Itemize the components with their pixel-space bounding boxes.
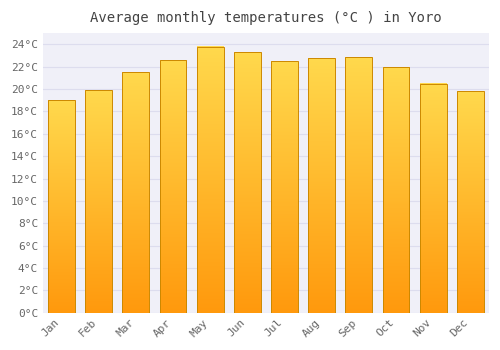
Bar bbox=[234, 52, 260, 313]
Bar bbox=[271, 61, 298, 313]
Bar bbox=[48, 100, 75, 313]
Bar bbox=[197, 47, 224, 313]
Bar bbox=[382, 67, 409, 313]
Bar bbox=[346, 57, 372, 313]
Bar bbox=[160, 60, 186, 313]
Bar bbox=[122, 72, 149, 313]
Bar bbox=[420, 84, 446, 313]
Bar bbox=[86, 90, 112, 313]
Bar bbox=[308, 58, 335, 313]
Bar bbox=[457, 91, 483, 313]
Title: Average monthly temperatures (°C ) in Yoro: Average monthly temperatures (°C ) in Yo… bbox=[90, 11, 442, 25]
